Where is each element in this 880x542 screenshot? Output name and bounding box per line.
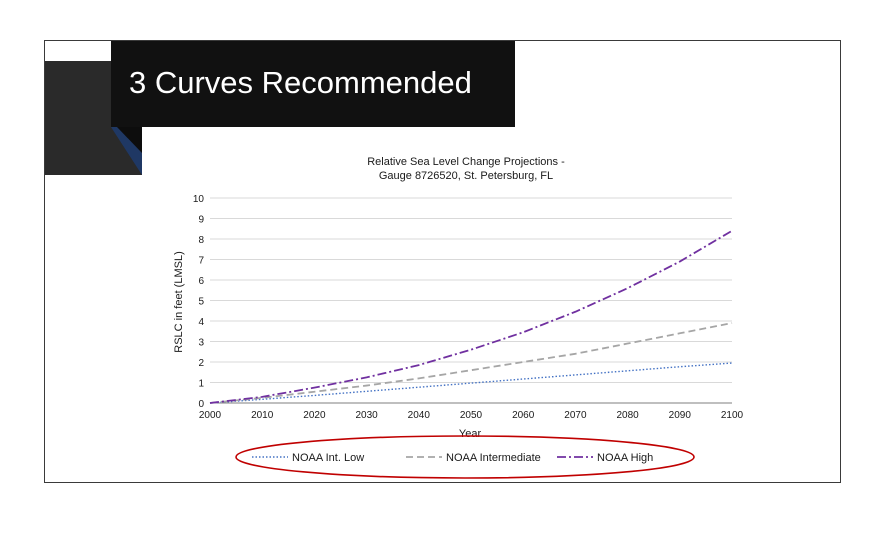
legend: NOAA Int. Low NOAA Intermediate NOAA High — [235, 435, 695, 479]
y-tick-label: 6 — [198, 276, 204, 287]
x-tick-label: 2060 — [512, 410, 535, 421]
y-tick-label: 3 — [198, 338, 204, 349]
slide-title: 3 Curves Recommended — [129, 65, 472, 100]
chart-subtitle: Gauge 8726520, St. Petersburg, FL — [379, 170, 553, 182]
x-tick-label: 2080 — [616, 410, 639, 421]
y-tick-label: 1 — [198, 379, 204, 390]
x-tick-label: 2070 — [564, 410, 587, 421]
y-tick-label: 4 — [198, 317, 204, 328]
x-tick-label: 2090 — [669, 410, 692, 421]
slide-title-bar: 3 Curves Recommended — [111, 41, 515, 127]
y-tick-label: 8 — [198, 235, 204, 246]
x-tick-label: 2010 — [251, 410, 274, 421]
title-decoration — [45, 61, 142, 175]
legend-label: NOAA High — [597, 452, 653, 464]
series-line-noaa-high — [209, 230, 733, 404]
series-lines — [209, 230, 733, 404]
y-tick-label: 10 — [193, 194, 205, 205]
legend-label: NOAA Int. Low — [292, 452, 364, 464]
y-tick-label: 0 — [198, 399, 204, 410]
y-tick-label: 7 — [198, 256, 204, 267]
series-line-noaa-intermediate — [209, 322, 733, 404]
x-tick-label: 2000 — [199, 410, 222, 421]
slide: 3 Curves Recommended Relative Sea Level … — [44, 40, 841, 483]
x-tick-label: 2020 — [303, 410, 326, 421]
gridlines — [210, 197, 732, 404]
chart-title: Relative Sea Level Change Projections - — [367, 156, 565, 168]
x-tick-label: 2030 — [355, 410, 378, 421]
x-tick-label: 2050 — [460, 410, 483, 421]
y-tick-label: 2 — [198, 358, 204, 369]
y-axis-label: RSLC in feet (LMSL) — [173, 251, 185, 352]
x-tick-label: 2040 — [408, 410, 431, 421]
x-axis-label: Year — [459, 428, 482, 440]
sea-level-chart: Relative Sea Level Change Projections - … — [173, 156, 744, 479]
y-tick-label: 5 — [198, 297, 204, 308]
axis-ticks: 0 1 2 3 4 5 6 7 8 9 10 2000 2010 2020 2030 2040 2050 2060… — [193, 194, 744, 421]
series-line-noaa-int-low — [209, 362, 733, 404]
x-tick-label: 2100 — [721, 410, 744, 421]
y-tick-label: 9 — [198, 215, 204, 226]
legend-label: NOAA Intermediate — [446, 452, 541, 464]
legend-highlight-ellipse — [235, 435, 695, 479]
